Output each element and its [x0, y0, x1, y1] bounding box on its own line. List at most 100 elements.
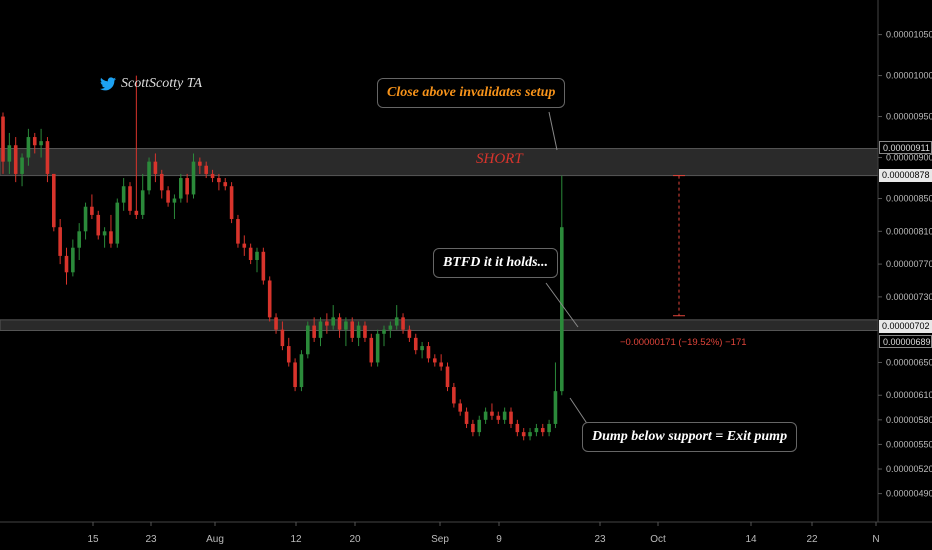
candle-body — [172, 198, 177, 203]
candle-body — [204, 165, 208, 174]
price-tick-label: 0.00000490 — [886, 489, 932, 499]
price-tick-label: 0.00000610 — [886, 390, 932, 400]
time-tick-label: 20 — [349, 534, 361, 545]
candle-body — [534, 428, 539, 433]
candle-body — [407, 329, 412, 338]
price-tick-label: 0.00000770 — [886, 259, 932, 269]
candle-body — [540, 428, 545, 433]
measure-label: −0.00000171 (−19.52%) −171 — [620, 337, 747, 348]
candle-body — [58, 227, 62, 256]
candle-body — [13, 145, 18, 174]
candle-body — [280, 329, 285, 347]
candle-body — [413, 337, 418, 351]
time-tick-label: 14 — [745, 534, 757, 545]
candle-body — [179, 178, 183, 199]
candle-body — [483, 411, 488, 420]
candle-body — [159, 173, 164, 191]
candle-body — [52, 173, 56, 228]
price-tag-text: 0.00000878 — [882, 170, 930, 180]
time-tick-label: 12 — [290, 534, 302, 545]
price-axis[interactable]: 0.00001050 0.00001000 0.00000950 0.00000900… — [878, 30, 932, 499]
candle-body — [560, 227, 564, 392]
candle-body — [1, 116, 5, 162]
candle-body — [115, 202, 120, 244]
candle-body — [153, 161, 158, 174]
candle-body — [299, 354, 304, 388]
candle-body — [477, 419, 482, 433]
candle-body — [452, 387, 456, 404]
candle-body — [401, 317, 405, 330]
dump-below-callout-text: Dump below support = Exit pump — [592, 429, 788, 444]
candle-body — [83, 206, 88, 232]
price-tag-text: 0.00000689 — [883, 337, 931, 347]
dump-below-pointer — [569, 397, 589, 426]
short-zone-label: SHORT — [476, 151, 523, 167]
candle-body — [261, 251, 266, 281]
price-tick-label: 0.00000950 — [886, 112, 932, 122]
price-tag-zone-bottom: 0.00000878 — [879, 169, 932, 182]
close-above-callout[interactable]: Close above invalidates setup — [377, 78, 566, 108]
candle-body — [109, 231, 113, 244]
time-tick-label: Oct — [650, 534, 666, 545]
candle-body — [458, 403, 462, 412]
price-tick-label: 0.00001000 — [886, 71, 932, 81]
candle-body — [312, 325, 316, 338]
time-tick-label: N — [872, 534, 879, 545]
candle-body — [185, 178, 189, 195]
candle-body — [198, 161, 202, 166]
candlestick-series — [1, 75, 564, 441]
candle-body — [64, 255, 69, 273]
candle-body — [20, 157, 24, 174]
time-tick-label: Sep — [431, 534, 449, 545]
candle-body — [286, 346, 291, 363]
candle-body — [147, 161, 151, 191]
candle-body — [528, 432, 532, 437]
candle-body — [39, 141, 43, 146]
author-watermark: ScottScotty TA — [100, 76, 202, 92]
candle-body — [344, 321, 348, 330]
price-tag-support-bottom: 0.00000689 — [879, 335, 932, 348]
candle-body — [509, 411, 513, 424]
price-tick-label: 0.00000810 — [886, 226, 932, 236]
time-tick-label: 23 — [594, 534, 606, 545]
candle-body — [388, 325, 393, 330]
price-tag-text: 0.00000911 — [883, 143, 930, 153]
candle-body — [433, 358, 437, 363]
candle-body — [217, 178, 221, 183]
price-tick-label: 0.00001050 — [886, 30, 932, 40]
dump-below-callout[interactable]: Dump below support = Exit pump — [582, 422, 798, 452]
candle-body — [134, 210, 139, 215]
candle-body — [521, 432, 526, 437]
candle-body — [26, 137, 31, 158]
btfd-callout[interactable]: BTFD it it holds... — [433, 248, 559, 278]
candle-body — [363, 325, 367, 338]
candle-body — [32, 137, 37, 146]
price-tick-label: 0.00000580 — [886, 415, 932, 425]
price-tick-label: 0.00000900 — [886, 153, 932, 163]
candle-body — [236, 219, 240, 244]
candle-body — [191, 161, 196, 195]
candle-body — [502, 411, 507, 420]
candle-body — [318, 321, 323, 338]
candle-body — [331, 317, 335, 326]
candle-body — [242, 243, 247, 248]
candle-body — [464, 411, 469, 424]
candle-body — [255, 251, 259, 260]
candle-body — [121, 186, 126, 203]
candle-body — [223, 182, 228, 187]
candle-body — [426, 346, 431, 359]
price-tag-support-top: 0.00000702 — [879, 320, 932, 333]
short-resistance-zone — [0, 148, 879, 177]
candle-body — [547, 423, 551, 433]
candle-body — [210, 173, 215, 179]
candle-body — [166, 190, 170, 203]
time-axis[interactable]: 15 23 Aug 12 20 Sep 9 23 Oct 14 22 N — [87, 522, 880, 545]
time-tick-label: 22 — [806, 534, 818, 545]
candle-body — [71, 247, 75, 273]
callout-pointers — [545, 111, 589, 426]
btfd-pointer — [545, 282, 579, 328]
candle-body — [553, 391, 558, 424]
price-tag-zone-top: 0.00000911 — [879, 141, 932, 154]
candle-body — [375, 333, 380, 363]
candle-body — [445, 366, 450, 388]
